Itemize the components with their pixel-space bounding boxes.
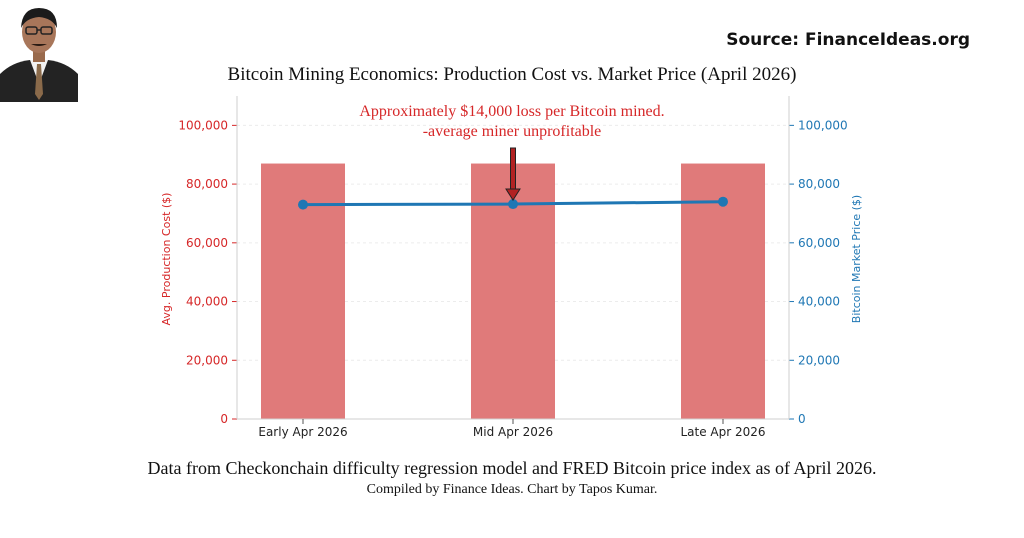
source-label: Source: FinanceIdeas.org <box>726 30 970 50</box>
right-axis-label: Bitcoin Market Price ($) <box>850 195 863 323</box>
market-price-point <box>718 196 728 207</box>
author-photo-graphic <box>0 0 78 102</box>
left-tick-label: 60,000 <box>186 236 228 250</box>
left-tick-label: 20,000 <box>186 353 228 367</box>
annotation-arrow <box>505 147 521 201</box>
price-line <box>298 196 728 210</box>
right-tick-label: 60,000 <box>798 236 840 250</box>
x-tick-label: Late Apr 2026 <box>680 425 765 439</box>
right-tick-label: 0 <box>798 412 806 426</box>
annotation-line-2: -average miner unprofitable <box>422 123 602 140</box>
axes: 0 0 20,000 20,000 40,000 40,000 60,000 60,000 80… <box>178 96 848 439</box>
annotation-arrow-head <box>505 188 521 201</box>
bars <box>261 163 765 419</box>
right-tick-label: 40,000 <box>798 295 840 309</box>
right-tick-label: 100,000 <box>798 118 848 132</box>
market-price-point <box>298 199 308 210</box>
left-tick-label: 0 <box>220 412 228 426</box>
left-tick-label: 100,000 <box>178 118 228 132</box>
x-tick-label: Early Apr 2026 <box>258 425 347 439</box>
footer-data-note: Data from Checkonchain difficulty regres… <box>147 458 877 478</box>
loss-annotation: Approximately $14,000 loss per Bitcoin m… <box>300 102 724 142</box>
left-tick-label: 40,000 <box>186 295 228 309</box>
left-tick-label: 80,000 <box>186 177 228 191</box>
footer-credit: Compiled by Finance Ideas. Chart by Tapo… <box>366 482 658 497</box>
annotation-line-1: Approximately $14,000 loss per Bitcoin m… <box>359 103 665 120</box>
annotation-arrow-shaft <box>510 147 516 191</box>
right-tick-label: 20,000 <box>798 353 840 367</box>
market-price-point <box>508 199 518 210</box>
author-photo <box>0 0 78 102</box>
chart-title: Bitcoin Mining Economics: Production Cos… <box>227 64 797 85</box>
right-tick-label: 80,000 <box>798 177 840 191</box>
left-axis-label: Avg. Production Cost ($) <box>160 193 173 326</box>
x-tick-label: Mid Apr 2026 <box>473 425 553 439</box>
